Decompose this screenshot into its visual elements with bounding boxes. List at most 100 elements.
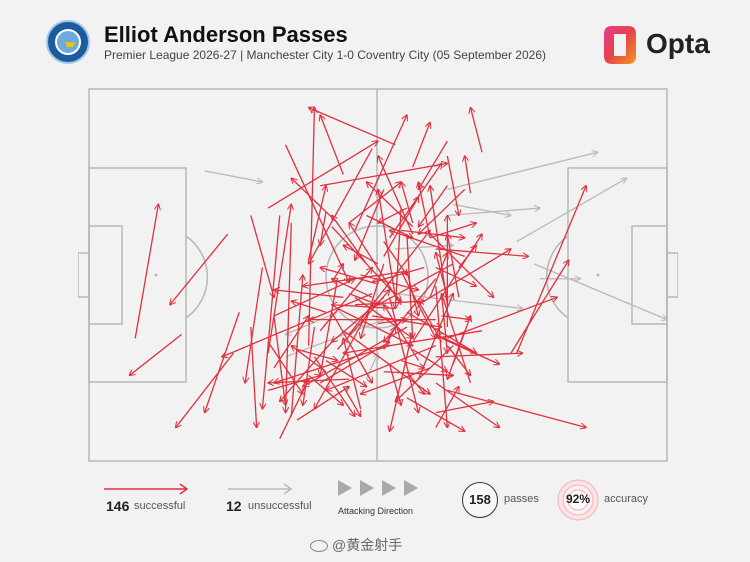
successful-pass — [325, 360, 366, 387]
watermark: @黄金射手 — [310, 535, 402, 555]
left-penalty-arc — [185, 235, 209, 319]
successful-pass — [296, 348, 337, 360]
successful-pass — [222, 293, 373, 357]
left-penalty-spot — [154, 273, 158, 277]
successful-pass — [348, 182, 401, 224]
successful-pass — [372, 266, 425, 283]
successful-pass — [383, 327, 396, 350]
passes-count-badge: 158 — [462, 482, 498, 518]
successful-pass — [378, 156, 414, 235]
left-goal — [78, 252, 90, 298]
successful-pass — [326, 345, 437, 391]
successful-pass — [366, 214, 412, 237]
successful-pass — [343, 338, 362, 410]
accuracy-rings-icon — [557, 479, 599, 521]
successful-pass — [337, 290, 390, 350]
successful-pass — [286, 222, 292, 413]
successful-pass — [400, 270, 436, 338]
unsuccessful-pass — [286, 311, 338, 334]
successful-pass — [470, 108, 483, 153]
successful-pass — [388, 297, 419, 412]
direction-arrow-icon — [338, 480, 352, 496]
successful-pass — [274, 290, 344, 298]
successful-pass — [319, 342, 389, 384]
right-six-yard-box — [631, 225, 668, 325]
successful-pass — [423, 249, 511, 302]
successful-pass — [262, 215, 281, 408]
successful-pass — [267, 341, 303, 394]
successful-pass — [331, 311, 372, 383]
successful-pass — [406, 311, 476, 353]
successful-pass — [435, 248, 528, 256]
successful-pass — [267, 141, 378, 209]
successful-label: successful — [134, 500, 186, 512]
successful-pass — [418, 185, 448, 227]
successful-pass — [273, 315, 286, 405]
right-goal — [666, 252, 678, 298]
successful-pass — [342, 386, 360, 417]
successful-pass — [435, 382, 500, 428]
successful-pass — [383, 197, 419, 257]
successful-pass — [273, 279, 355, 317]
successful-pass — [406, 271, 419, 316]
successful-pass — [406, 234, 413, 338]
successful-pass — [395, 208, 402, 308]
successful-pass — [384, 305, 420, 361]
successful-pass — [320, 211, 327, 245]
pitch-map — [78, 88, 678, 462]
successful-pass — [320, 115, 344, 175]
successful-pass — [465, 156, 472, 194]
right-penalty-box — [567, 167, 668, 383]
successful-pass — [441, 315, 471, 320]
successful-count: 146 — [106, 498, 130, 514]
successful-pass — [268, 378, 350, 383]
successful-pass — [320, 268, 373, 284]
unsuccessful-pass — [516, 178, 627, 243]
unsuccessful-pass — [453, 203, 511, 215]
successful-pass — [308, 186, 326, 261]
successful-pass — [446, 155, 459, 216]
successful-pass — [447, 234, 460, 298]
successful-pass — [406, 371, 424, 394]
unsuccessful-count: 12 — [226, 498, 242, 514]
successful-pass — [332, 215, 367, 265]
successful-pass — [348, 292, 378, 305]
unsuccessful-pass — [533, 263, 667, 320]
successful-pass — [436, 335, 477, 354]
successful-pass — [267, 204, 291, 354]
successful-pass — [441, 337, 500, 364]
successful-pass — [383, 371, 453, 376]
successful-pass — [134, 204, 158, 339]
successful-pass — [388, 364, 402, 405]
successful-pass — [303, 270, 407, 286]
pitch-lines — [78, 88, 678, 462]
successful-pass — [307, 108, 315, 346]
accuracy-label: accuracy — [604, 493, 649, 505]
left-six-yard-box — [88, 225, 123, 325]
successful-pass — [284, 144, 350, 283]
successful-pass — [412, 122, 430, 168]
successful-pass — [343, 245, 379, 265]
unsuccessful-pass — [395, 245, 453, 250]
left-penalty-box — [88, 167, 187, 383]
successful-arrow-icon — [104, 483, 189, 495]
successful-pass — [390, 330, 414, 431]
successful-pass — [447, 297, 557, 339]
successful-pass — [320, 278, 339, 376]
successful-pass — [291, 178, 338, 224]
direction-arrow-icon — [382, 480, 396, 496]
crest-icon — [55, 29, 81, 55]
unsuccessful-label: unsuccessful — [248, 500, 312, 512]
unsuccessful-pass — [447, 152, 597, 191]
successful-pass — [401, 182, 414, 224]
team-crest — [46, 20, 90, 64]
page-title: Elliot Anderson Passes — [104, 22, 348, 47]
watermark-text: @黄金射手 — [332, 537, 403, 553]
accuracy-value: 92% — [565, 492, 591, 506]
legend: 146 successful 12 unsuccessful Attacking… — [0, 476, 750, 526]
successful-pass — [205, 311, 240, 412]
successful-pass — [170, 233, 229, 305]
successful-pass — [250, 327, 257, 427]
successful-pass — [390, 230, 465, 258]
successful-pass — [309, 108, 396, 146]
